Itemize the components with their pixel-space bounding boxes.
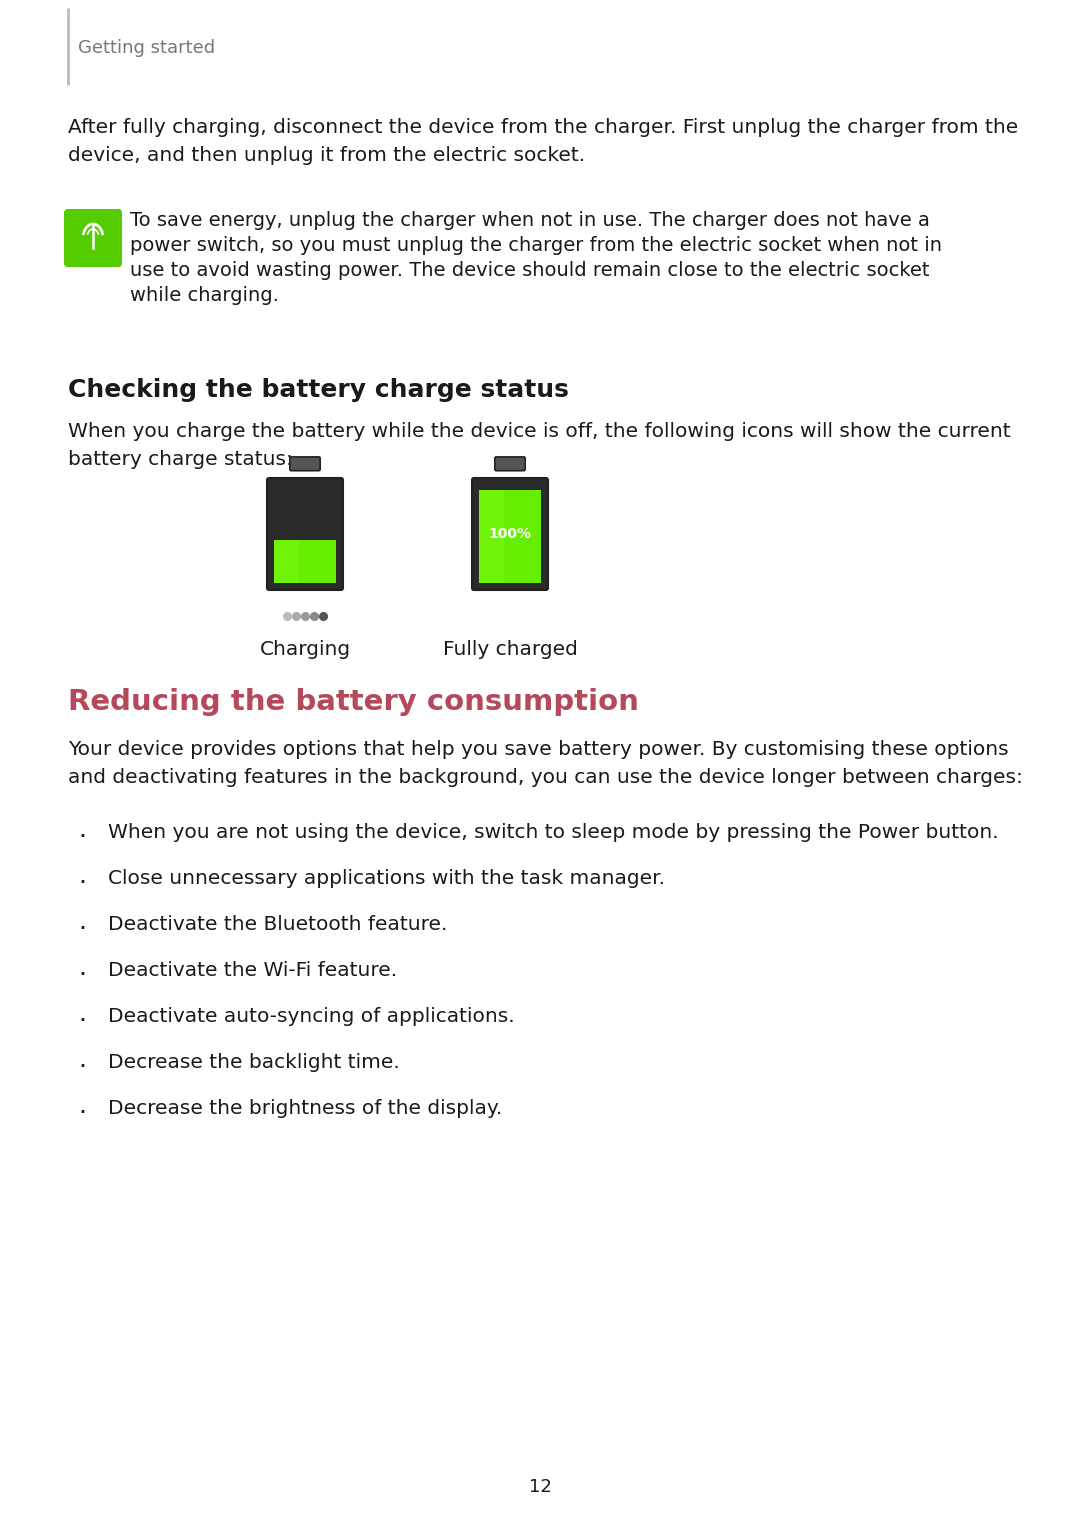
Bar	[274, 541, 299, 583]
FancyBboxPatch shape	[64, 209, 122, 267]
Text: while charging.: while charging.	[130, 286, 279, 305]
Text: Your device provides options that help you save battery power. By customising th: Your device provides options that help y…	[68, 741, 1009, 759]
Text: Getting started: Getting started	[78, 40, 215, 56]
Text: Close unnecessary applications with the task manager.: Close unnecessary applications with the …	[108, 869, 665, 889]
Text: battery charge status:: battery charge status:	[68, 449, 293, 469]
Text: ·: ·	[78, 964, 86, 986]
Text: After fully charging, disconnect the device from the charger. First unplug the c: After fully charging, disconnect the dev…	[68, 118, 1018, 137]
Text: Decrease the backlight time.: Decrease the backlight time.	[108, 1054, 400, 1072]
Text: When you charge the battery while the device is off, the following icons will sh: When you charge the battery while the de…	[68, 421, 1011, 441]
Text: ·: ·	[78, 825, 86, 849]
Bar	[274, 541, 336, 583]
Text: ·: ·	[78, 918, 86, 941]
FancyBboxPatch shape	[495, 457, 525, 470]
Text: Deactivate the Bluetooth feature.: Deactivate the Bluetooth feature.	[108, 915, 447, 935]
Text: 12: 12	[528, 1478, 552, 1496]
Text: When you are not using the device, switch to sleep mode by pressing the Power bu: When you are not using the device, switc…	[108, 823, 999, 841]
FancyBboxPatch shape	[472, 478, 548, 589]
FancyBboxPatch shape	[267, 478, 343, 589]
Bar	[480, 490, 541, 583]
Text: and deactivating features in the background, you can use the device longer betwe: and deactivating features in the backgro…	[68, 768, 1023, 786]
Bar	[480, 490, 503, 583]
Text: device, and then unplug it from the electric socket.: device, and then unplug it from the elec…	[68, 145, 585, 165]
Text: power switch, so you must unplug the charger from the electric socket when not i: power switch, so you must unplug the cha…	[130, 237, 942, 255]
Text: ·: ·	[78, 870, 86, 895]
Text: ·: ·	[78, 1055, 86, 1080]
Text: Checking the battery charge status: Checking the battery charge status	[68, 379, 569, 402]
Text: 100%: 100%	[488, 527, 531, 541]
Text: ·: ·	[78, 1009, 86, 1034]
Text: Deactivate auto-syncing of applications.: Deactivate auto-syncing of applications.	[108, 1008, 515, 1026]
Text: Fully charged: Fully charged	[443, 640, 578, 660]
Text: Reducing the battery consumption: Reducing the battery consumption	[68, 689, 639, 716]
Text: Decrease the brightness of the display.: Decrease the brightness of the display.	[108, 1099, 502, 1118]
Text: To save energy, unplug the charger when not in use. The charger does not have a: To save energy, unplug the charger when …	[130, 211, 930, 231]
Text: ·: ·	[78, 1101, 86, 1125]
Text: use to avoid wasting power. The device should remain close to the electric socke: use to avoid wasting power. The device s…	[130, 261, 930, 279]
Text: Deactivate the Wi-Fi feature.: Deactivate the Wi-Fi feature.	[108, 960, 397, 980]
FancyBboxPatch shape	[289, 457, 320, 470]
Text: Charging: Charging	[259, 640, 351, 660]
